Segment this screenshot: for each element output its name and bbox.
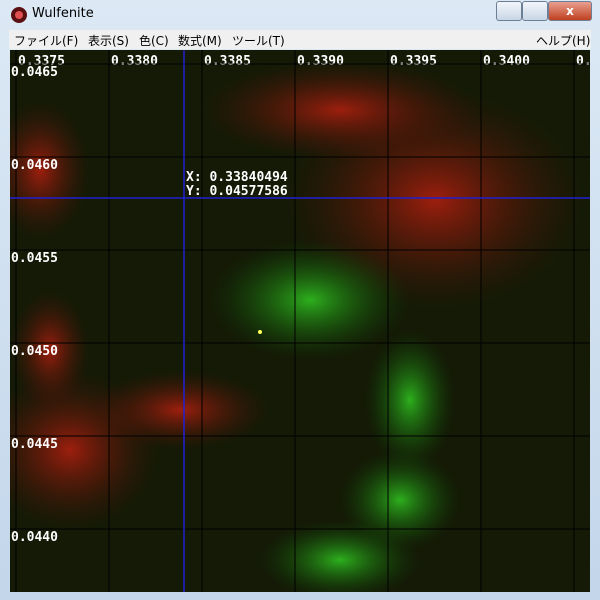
menu-item[interactable]: ヘルプ(H) — [536, 34, 591, 48]
x-grid-label: 0.3400 — [483, 54, 530, 69]
app-icon — [11, 7, 27, 23]
y-grid-label: 0.0445 — [11, 437, 58, 452]
x-grid-label: 0.3395 — [390, 54, 437, 69]
maximize-button[interactable] — [522, 1, 548, 21]
window-title: Wulfenite — [32, 6, 94, 21]
menu-item[interactable]: 表示(S) — [88, 34, 129, 48]
fractal-red — [10, 60, 585, 530]
y-grid-label: 0.0440 — [11, 530, 58, 545]
close-button[interactable]: x — [548, 1, 592, 21]
menu-item[interactable]: 数式(M) — [178, 34, 222, 48]
y-grid-label: 0.0450 — [11, 344, 58, 359]
menu-bar: ファイル(F) 表示(S) 色(C) 数式(M) ツール(T) ヘルプ(H) — [9, 30, 591, 49]
y-grid-label: 0.0465 — [11, 65, 58, 80]
x-grid-label: 0.3385 — [204, 54, 251, 69]
menu-item[interactable]: 色(C) — [139, 34, 169, 48]
y-grid-label: 0.0460 — [11, 158, 58, 173]
y-grid-label: 0.0455 — [11, 251, 58, 266]
cursor-y-readout: Y: 0.04577586 — [186, 184, 288, 199]
cursor-x-readout: X: 0.33840494 — [186, 170, 288, 185]
x-grid-label: 0.3405 — [576, 54, 590, 69]
x-grid-label: 0.3375 — [18, 54, 65, 69]
menu-item[interactable]: ファイル(F) — [14, 34, 79, 48]
menu-item[interactable]: ツール(T) — [232, 34, 285, 48]
minimize-button[interactable] — [496, 1, 522, 21]
title-bar: Wulfenite x — [0, 0, 600, 29]
fractal-view: 0.3375 0.3380 0.3385 0.3390 0.3395 0.3400 0.34… — [10, 50, 590, 592]
x-grid-label: 0.3390 — [297, 54, 344, 69]
fractal-canvas[interactable]: 0.3375 0.3380 0.3385 0.3390 0.3395 0.3400 0.34… — [10, 50, 590, 592]
x-grid-label: 0.3380 — [111, 54, 158, 69]
